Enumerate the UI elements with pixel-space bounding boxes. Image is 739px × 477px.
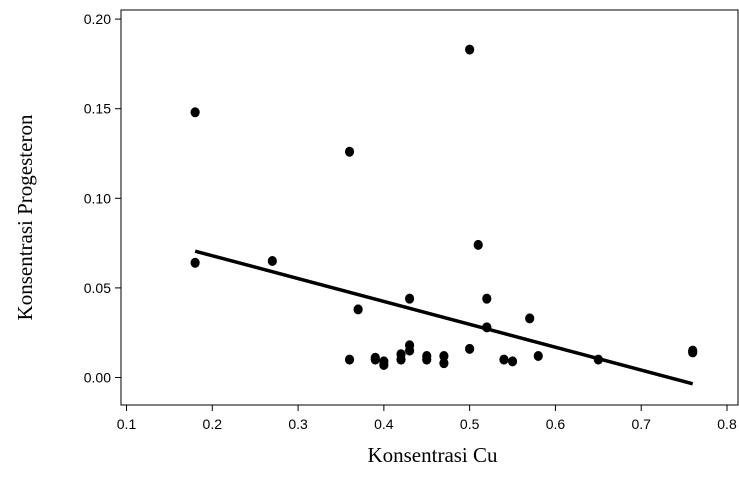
data-point [404,293,415,304]
data-point [404,345,415,356]
y-tick-label: 0.05 [84,280,111,296]
y-tick-label: 0.15 [84,101,111,117]
x-tick-label: 0.4 [374,416,394,432]
plot-frame [120,9,739,406]
data-point [499,354,509,365]
data-point [353,304,363,315]
data-point [439,358,449,369]
x-tick-label: 0.3 [288,416,308,432]
data-point [439,350,449,361]
data-point [344,146,355,157]
data-point [593,354,603,365]
x-tick-label: 0.1 [117,416,137,432]
data-point [190,257,200,268]
data-point [465,44,475,55]
x-tick-label: 0.8 [717,416,737,432]
data-point [422,354,432,365]
data-point [267,256,277,267]
x-tick-label: 0.6 [546,416,566,432]
x-axis-title: Konsentrasi Cu [367,443,498,467]
data-point [525,313,535,324]
y-tick-label: 0.00 [84,370,111,386]
data-point [507,356,518,367]
trend-line [194,249,694,386]
data-point [465,343,475,354]
data-point [473,239,483,250]
y-tick-label: 0.10 [84,190,111,206]
y-tick-label: 0.20 [84,11,111,27]
data-point [482,293,492,304]
data-point [396,354,406,365]
data-point [533,350,543,361]
data-point [482,322,492,333]
x-tick-label: 0.7 [631,416,651,432]
x-tick-label: 0.5 [460,416,480,432]
data-point [688,347,698,358]
x-tick-label: 0.2 [203,416,223,432]
y-axis-title: Konsentrasi Progesteron [13,114,37,320]
data-point [370,354,380,365]
data-point [344,354,355,365]
data-point [379,359,389,370]
data-point [190,107,200,118]
